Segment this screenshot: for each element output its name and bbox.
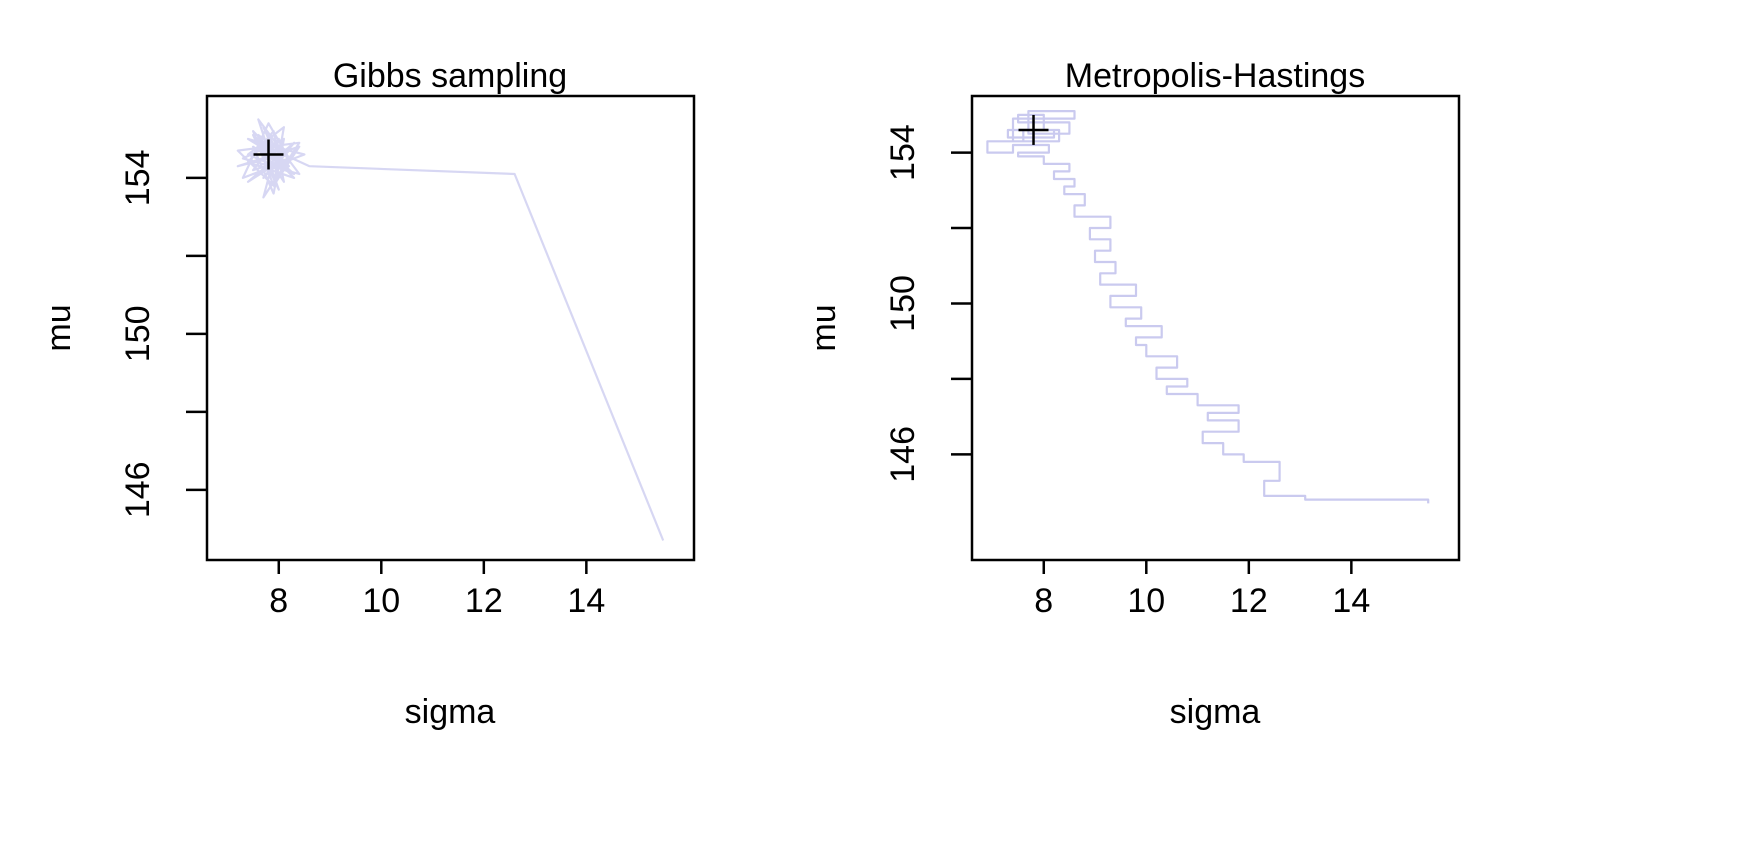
mh-ytick-label-154: 154 xyxy=(884,124,922,181)
gibbs-ylabel: mu xyxy=(40,304,78,351)
mh-trace xyxy=(986,109,1430,504)
mh-xtick-label-12: 12 xyxy=(1230,582,1268,620)
gibbs-title: Gibbs sampling xyxy=(333,57,567,95)
gibbs-xtick-label-8: 8 xyxy=(269,582,288,620)
gibbs-panel: Gibbs sampling sigma mu 8 10 12 14 146 150 154 xyxy=(40,57,696,731)
gibbs-ytick-label-154: 154 xyxy=(119,150,157,207)
mh-ytick-label-150: 150 xyxy=(884,275,922,332)
mh-ytick-label-146: 146 xyxy=(884,426,922,483)
mh-trace-line-0 xyxy=(986,109,1430,504)
mh-ylabel: mu xyxy=(805,304,843,351)
mh-plot-frame xyxy=(970,94,1461,562)
mh-xtick-label-8: 8 xyxy=(1034,582,1053,620)
gibbs-xlabel: sigma xyxy=(405,693,496,731)
gibbs-estimate-marker xyxy=(253,139,284,170)
gibbs-trace-line-0 xyxy=(236,118,665,541)
mh-xlabel: sigma xyxy=(1170,693,1261,731)
mh-estimate-marker xyxy=(1018,114,1049,145)
gibbs-xtick-label-14: 14 xyxy=(567,582,605,620)
mh-ticks: 8 10 12 14 146 150 154 xyxy=(884,124,1370,620)
gibbs-ytick-label-150: 150 xyxy=(119,305,157,362)
gibbs-xtick-label-12: 12 xyxy=(465,582,503,620)
gibbs-ticks: 8 10 12 14 146 150 154 xyxy=(119,150,605,620)
mh-title: Metropolis-Hastings xyxy=(1065,57,1365,95)
gibbs-ytick-label-146: 146 xyxy=(119,461,157,518)
mh-panel: Metropolis-Hastings sigma mu 8 10 12 14 146 1… xyxy=(805,57,1461,731)
gibbs-trace xyxy=(236,118,665,541)
gibbs-xtick-label-10: 10 xyxy=(362,582,400,620)
gibbs-plot-frame xyxy=(205,94,696,562)
mh-xtick-label-10: 10 xyxy=(1127,582,1165,620)
mh-xtick-label-14: 14 xyxy=(1332,582,1370,620)
